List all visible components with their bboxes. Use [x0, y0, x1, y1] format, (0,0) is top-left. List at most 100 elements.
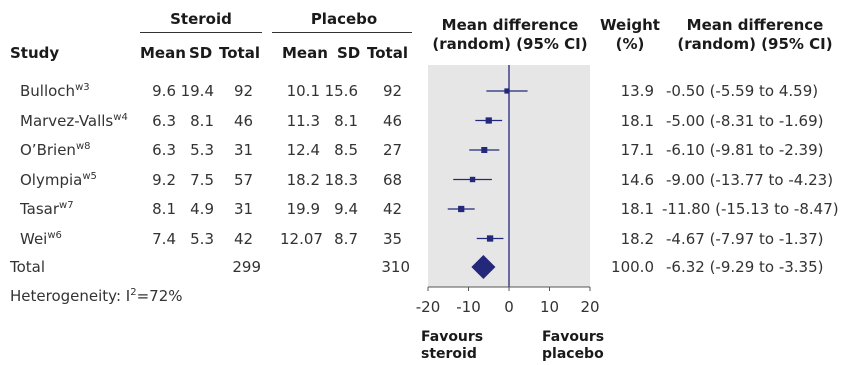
favours-placebo-line2: placebo	[542, 346, 604, 362]
cell-p-sd: 8.7	[334, 229, 358, 248]
md-text-header-line1: Mean difference	[686, 16, 824, 34]
cell-s-mean: 9.2	[152, 170, 176, 189]
placebo-group-rule	[272, 32, 412, 33]
cell-s-mean: 6.3	[152, 141, 176, 159]
heterogeneity-suffix: =72%	[136, 287, 183, 305]
cell-weight: 18.2	[620, 229, 654, 248]
total-ci-text: -6.32 (-9.29 to -3.35)	[666, 258, 824, 276]
steroid-group-rule	[140, 32, 262, 33]
cell-p-mean: 12.07	[280, 229, 323, 248]
favours-steroid-line1: Favours	[421, 329, 484, 345]
cell-p-total: 27	[383, 141, 403, 159]
cell-ci-text: -9.00 (-13.77 to -4.23)	[666, 170, 834, 189]
cell-s-total: 31	[234, 141, 254, 159]
cell-s-mean: 7.4	[152, 229, 176, 248]
study-name: Olympiaw5	[20, 171, 97, 189]
cell-p-mean: 10.1	[286, 82, 320, 100]
cell-p-total: 68	[383, 170, 403, 189]
study-name: Weiw6	[20, 230, 62, 248]
md-text-header-line2: (random) (95% CI)	[677, 35, 833, 53]
study-reference: w8	[75, 141, 91, 152]
point-estimate	[486, 235, 494, 242]
heterogeneity-note: Heterogeneity: I2=72%	[10, 287, 183, 305]
cell-s-mean: 9.6	[152, 82, 176, 100]
x-tick-label: 20	[580, 298, 599, 316]
cell-weight: 13.9	[620, 82, 654, 100]
study-name-text: Marvez-Valls	[20, 111, 114, 130]
cell-s-sd: 4.9	[190, 200, 214, 218]
cell-p-mean: 11.3	[286, 111, 320, 130]
cell-s-total: 42	[234, 229, 254, 248]
cell-p-total: 35	[383, 229, 403, 248]
total-placebo-n: 310	[381, 258, 410, 276]
cell-p-total: 92	[383, 82, 403, 100]
cell-s-total: 46	[234, 111, 254, 130]
study-header: Study	[10, 44, 60, 62]
point-estimate	[469, 176, 476, 183]
x-tick-label: -20	[416, 298, 441, 316]
study-reference: w5	[82, 170, 97, 182]
study-name-text: O’Brien	[20, 141, 76, 159]
study-name: O’Brienw8	[20, 141, 90, 159]
placebo-sd-header: SD	[337, 44, 361, 62]
cell-weight: 17.1	[620, 141, 654, 159]
placebo-mean-header: Mean	[282, 44, 328, 62]
cell-ci-text: -11.80 (-15.13 to -8.47)	[662, 200, 839, 218]
cell-p-sd: 8.1	[334, 111, 358, 130]
weight-header-line1: Weight	[600, 16, 660, 34]
study-reference: w7	[59, 200, 74, 211]
point-estimate	[485, 117, 492, 124]
steroid-group-header: Steroid	[170, 10, 232, 28]
favours-steroid-line2: steroid	[421, 346, 477, 362]
cell-p-total: 42	[383, 200, 403, 218]
cell-s-sd: 5.3	[190, 141, 214, 159]
cell-weight: 14.6	[620, 170, 654, 189]
study-name: Marvez-Vallsw4	[20, 112, 128, 130]
total-label: Total	[10, 258, 46, 276]
cell-s-total: 57	[234, 170, 254, 189]
cell-s-sd: 7.5	[190, 170, 214, 189]
placebo-group-header: Placebo	[310, 10, 378, 28]
cell-p-sd: 18.3	[324, 170, 358, 189]
cell-p-sd: 15.6	[324, 82, 358, 100]
cell-p-mean: 18.2	[286, 170, 320, 189]
study-reference: w3	[75, 82, 90, 93]
x-tick-label: 10	[540, 298, 559, 316]
cell-s-total: 92	[234, 82, 254, 100]
steroid-mean-header: Mean	[140, 44, 186, 62]
cell-weight: 18.1	[620, 200, 654, 218]
point-estimate	[481, 146, 488, 154]
cell-weight: 18.1	[620, 111, 654, 130]
x-tick-label: -10	[456, 298, 481, 316]
steroid-total-header: Total	[219, 44, 260, 62]
total-steroid-n: 299	[232, 258, 261, 276]
steroid-sd-header: SD	[189, 44, 213, 62]
study-reference: w4	[113, 111, 128, 123]
study-name-text: Olympia	[20, 170, 83, 189]
point-estimate	[504, 88, 510, 94]
cell-p-sd: 8.5	[334, 141, 358, 159]
md-plot-header-line1: Mean difference	[441, 16, 579, 34]
cell-s-mean: 6.3	[152, 111, 176, 130]
cell-ci-text: -5.00 (-8.31 to -1.69)	[666, 111, 824, 130]
cell-p-mean: 19.9	[286, 200, 320, 218]
cell-s-mean: 8.1	[152, 200, 176, 218]
cell-ci-text: -4.67 (-7.97 to -1.37)	[666, 229, 824, 248]
cell-p-sd: 9.4	[334, 200, 358, 218]
cell-ci-text: -0.50 (-5.59 to 4.59)	[666, 82, 819, 100]
x-tick-label: 0	[504, 298, 514, 316]
md-plot-header-line2: (random) (95% CI)	[432, 35, 588, 53]
cell-s-sd: 5.3	[190, 229, 214, 248]
study-name: Bullochw3	[20, 82, 90, 100]
study-name-text: Tasar	[20, 200, 60, 218]
placebo-total-header: Total	[367, 44, 408, 62]
weight-header-line2: (%)	[615, 35, 645, 53]
study-name-text: Bulloch	[20, 82, 76, 100]
study-name-text: Wei	[20, 229, 48, 248]
cell-p-mean: 12.4	[286, 141, 320, 159]
cell-s-total: 31	[234, 200, 254, 218]
cell-s-sd: 8.1	[190, 111, 214, 130]
favours-placebo-line1: Favours	[542, 329, 605, 345]
cell-ci-text: -6.10 (-9.81 to -2.39)	[666, 141, 824, 159]
